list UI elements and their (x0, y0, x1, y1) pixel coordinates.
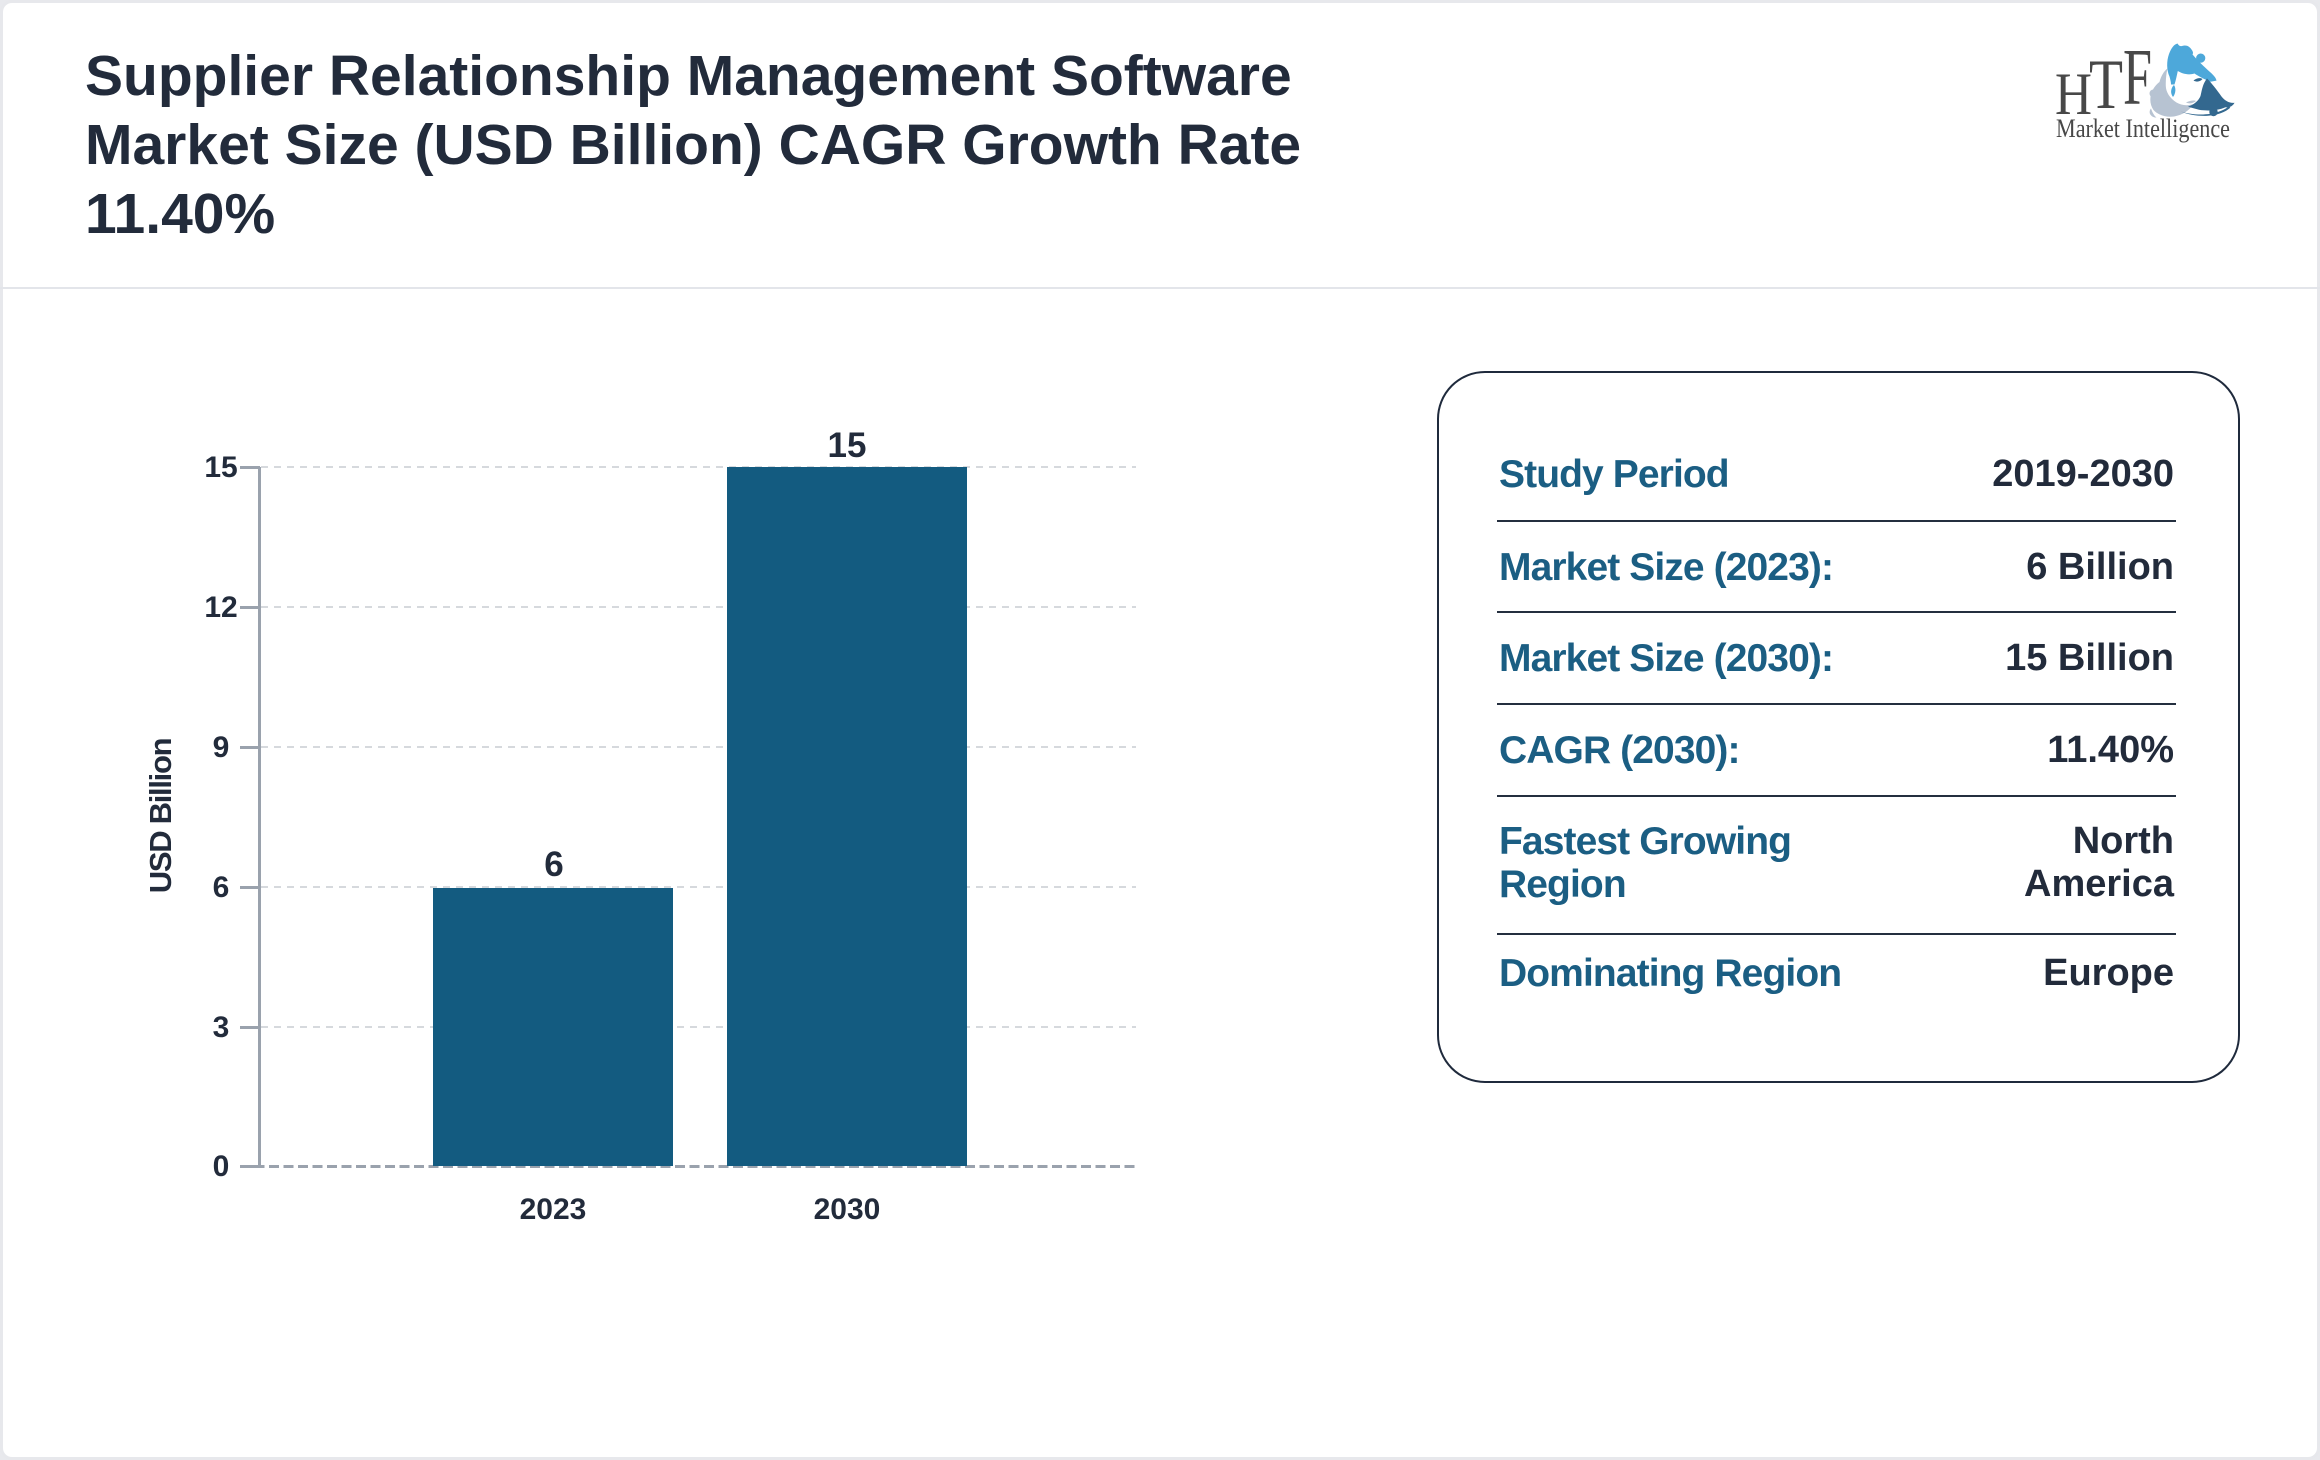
svg-text:Market Intelligence: Market Intelligence (2056, 114, 2230, 143)
svg-text:F: F (2123, 40, 2152, 122)
svg-text:T: T (2089, 46, 2123, 124)
svg-text:H: H (2055, 61, 2092, 127)
